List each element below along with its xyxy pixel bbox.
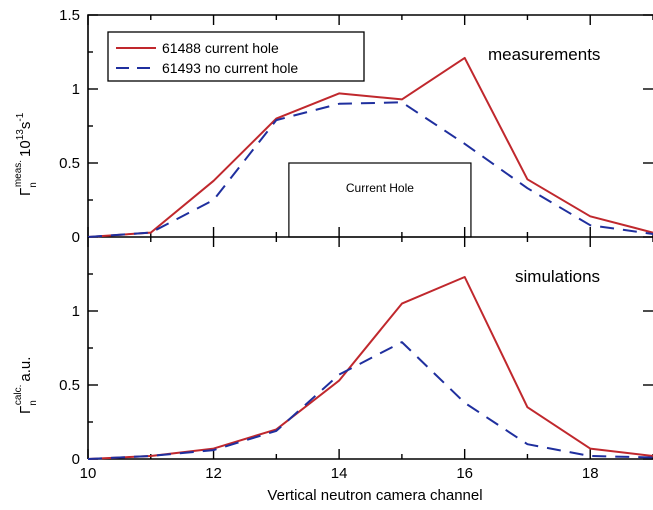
top-panel: 0 0.5 1 1.5 Current Hole measurements 61488… [13,7,653,246]
top-ylabel-sub: n [28,182,39,188]
bottom-y-tick-label-1: 0.5 [59,377,80,394]
top-ylabel-exp: 13 [15,129,26,141]
top-series-61493-line [87,101,653,238]
bottom-y-ticks: 00.51 [59,273,653,468]
bottom-series-61493-line [87,341,653,460]
bottom-ylabel-sub: n [28,400,39,406]
top-x-ticks [87,15,653,237]
legend: 61488 current hole 61493 no current hole [107,31,365,82]
top-series-61488-line [87,56,653,238]
top-ylabel-ten: 10 [17,140,34,157]
top-ylabel-sup: meas. [13,160,24,187]
bottom-ylabel-gamma: Γ [17,406,34,414]
legend-box [107,31,365,82]
bottom-y-axis-label: Γn calc. a.u. [13,357,39,414]
top-y-tick-label-3: 1.5 [59,7,80,24]
top-ylabel-gamma: Γ [17,188,34,196]
x-tick-label-3: 16 [456,465,473,482]
bottom-ylabel-sup: calc. [13,385,24,406]
x-axis-label: Vertical neutron camera channel [267,487,482,504]
bottom-series-group [87,276,653,460]
top-ylabel-unit: s [17,122,34,130]
top-ylabel-unit-exp: -1 [15,112,26,121]
top-series-group [87,56,653,238]
simulations-annotation: simulations [515,267,600,286]
bottom-panel: 00.51 10 12 14 16 18 simulations Γncalc.a.u.… [13,237,653,504]
current-hole-label: Current Hole [346,181,414,195]
bottom-y-tick-label-2: 1 [72,303,80,320]
bottom-series-61488-line [87,276,653,460]
x-tick-label-2: 14 [331,465,348,482]
x-tick-label-4: 18 [582,465,599,482]
measurements-annotation: measurements [488,45,600,64]
x-tick-label-0: 10 [80,465,97,482]
legend-label-61493: 61493 no current hole [162,60,298,76]
top-y-tick-label-0: 0 [72,229,80,246]
top-y-axis-label: Γn meas. 1013s-1 [13,112,39,196]
bottom-ylabel-unit: a.u. [17,357,34,382]
top-y-tick-label-2: 1 [72,81,80,98]
bottom-y-tick-label-0: 0 [72,451,80,468]
current-hole-box [288,162,472,238]
x-tick-label-1: 12 [205,465,222,482]
top-y-tick-label-1: 0.5 [59,155,80,172]
top-y-ticks: 0 0.5 1 1.5 [59,7,653,246]
bottom-x-ticks: 10 12 14 16 18 [80,237,653,482]
legend-label-61488: 61488 current hole [162,40,279,56]
